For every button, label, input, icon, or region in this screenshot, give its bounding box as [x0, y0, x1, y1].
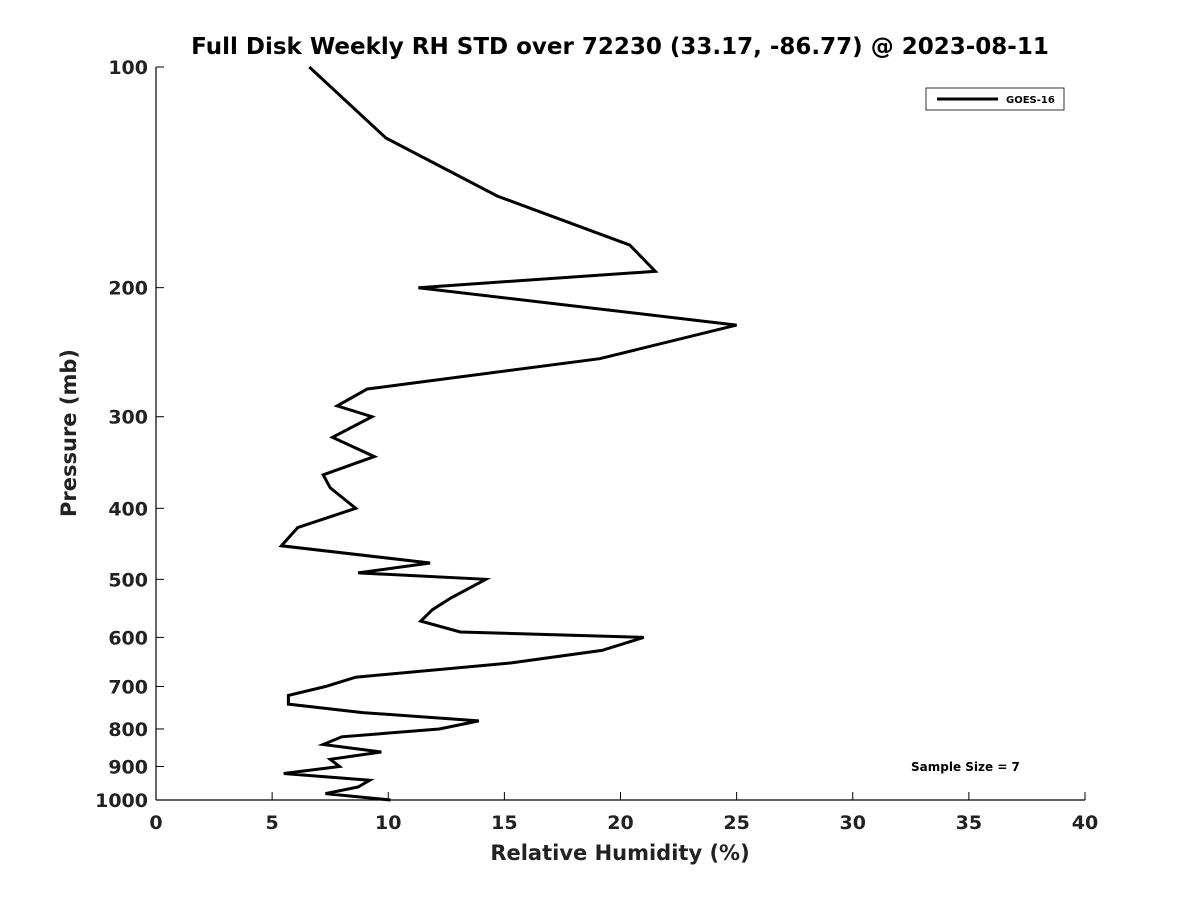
y-tick-label: 300 [108, 407, 148, 429]
y-axis-label: Pressure (mb) [57, 349, 81, 517]
y-tick-label: 600 [108, 627, 148, 649]
x-tick-label: 20 [607, 812, 633, 834]
y-tick-label: 200 [108, 278, 148, 300]
x-tick-label: 10 [375, 812, 401, 834]
plot-area [155, 67, 1085, 801]
x-tick-label: 25 [723, 812, 749, 834]
series-line-goes-16 [278, 65, 737, 802]
x-axis-label: Relative Humidity (%) [490, 841, 749, 865]
y-tick-label: 100 [108, 57, 148, 79]
x-ticks: 0 5 10 15 20 25 30 35 40 [149, 792, 1098, 834]
x-tick-label: 5 [266, 812, 279, 834]
y-tick-label: 900 [108, 756, 148, 778]
x-tick-label: 0 [149, 812, 162, 834]
y-tick-label: 500 [108, 569, 148, 591]
y-tick-label: 800 [108, 719, 148, 741]
x-tick-label: 30 [840, 812, 866, 834]
y-tick-label: 1000 [95, 790, 148, 812]
x-tick-label: 15 [491, 812, 517, 834]
series-layer [278, 65, 737, 802]
x-tick-label: 35 [956, 812, 982, 834]
legend-label-goes-16: GOES-16 [1006, 95, 1055, 106]
y-tick-label: 400 [108, 498, 148, 520]
legend: GOES-16 [925, 87, 1065, 111]
y-ticks: 100 200 300 400 500 600 700 800 900 1000 [95, 57, 164, 812]
sample-size-annotation: Sample Size = 7 [911, 760, 1020, 774]
y-tick-label: 700 [108, 676, 148, 698]
chart-title: Full Disk Weekly RH STD over 72230 (33.1… [191, 34, 1049, 60]
x-tick-label: 40 [1072, 812, 1098, 834]
